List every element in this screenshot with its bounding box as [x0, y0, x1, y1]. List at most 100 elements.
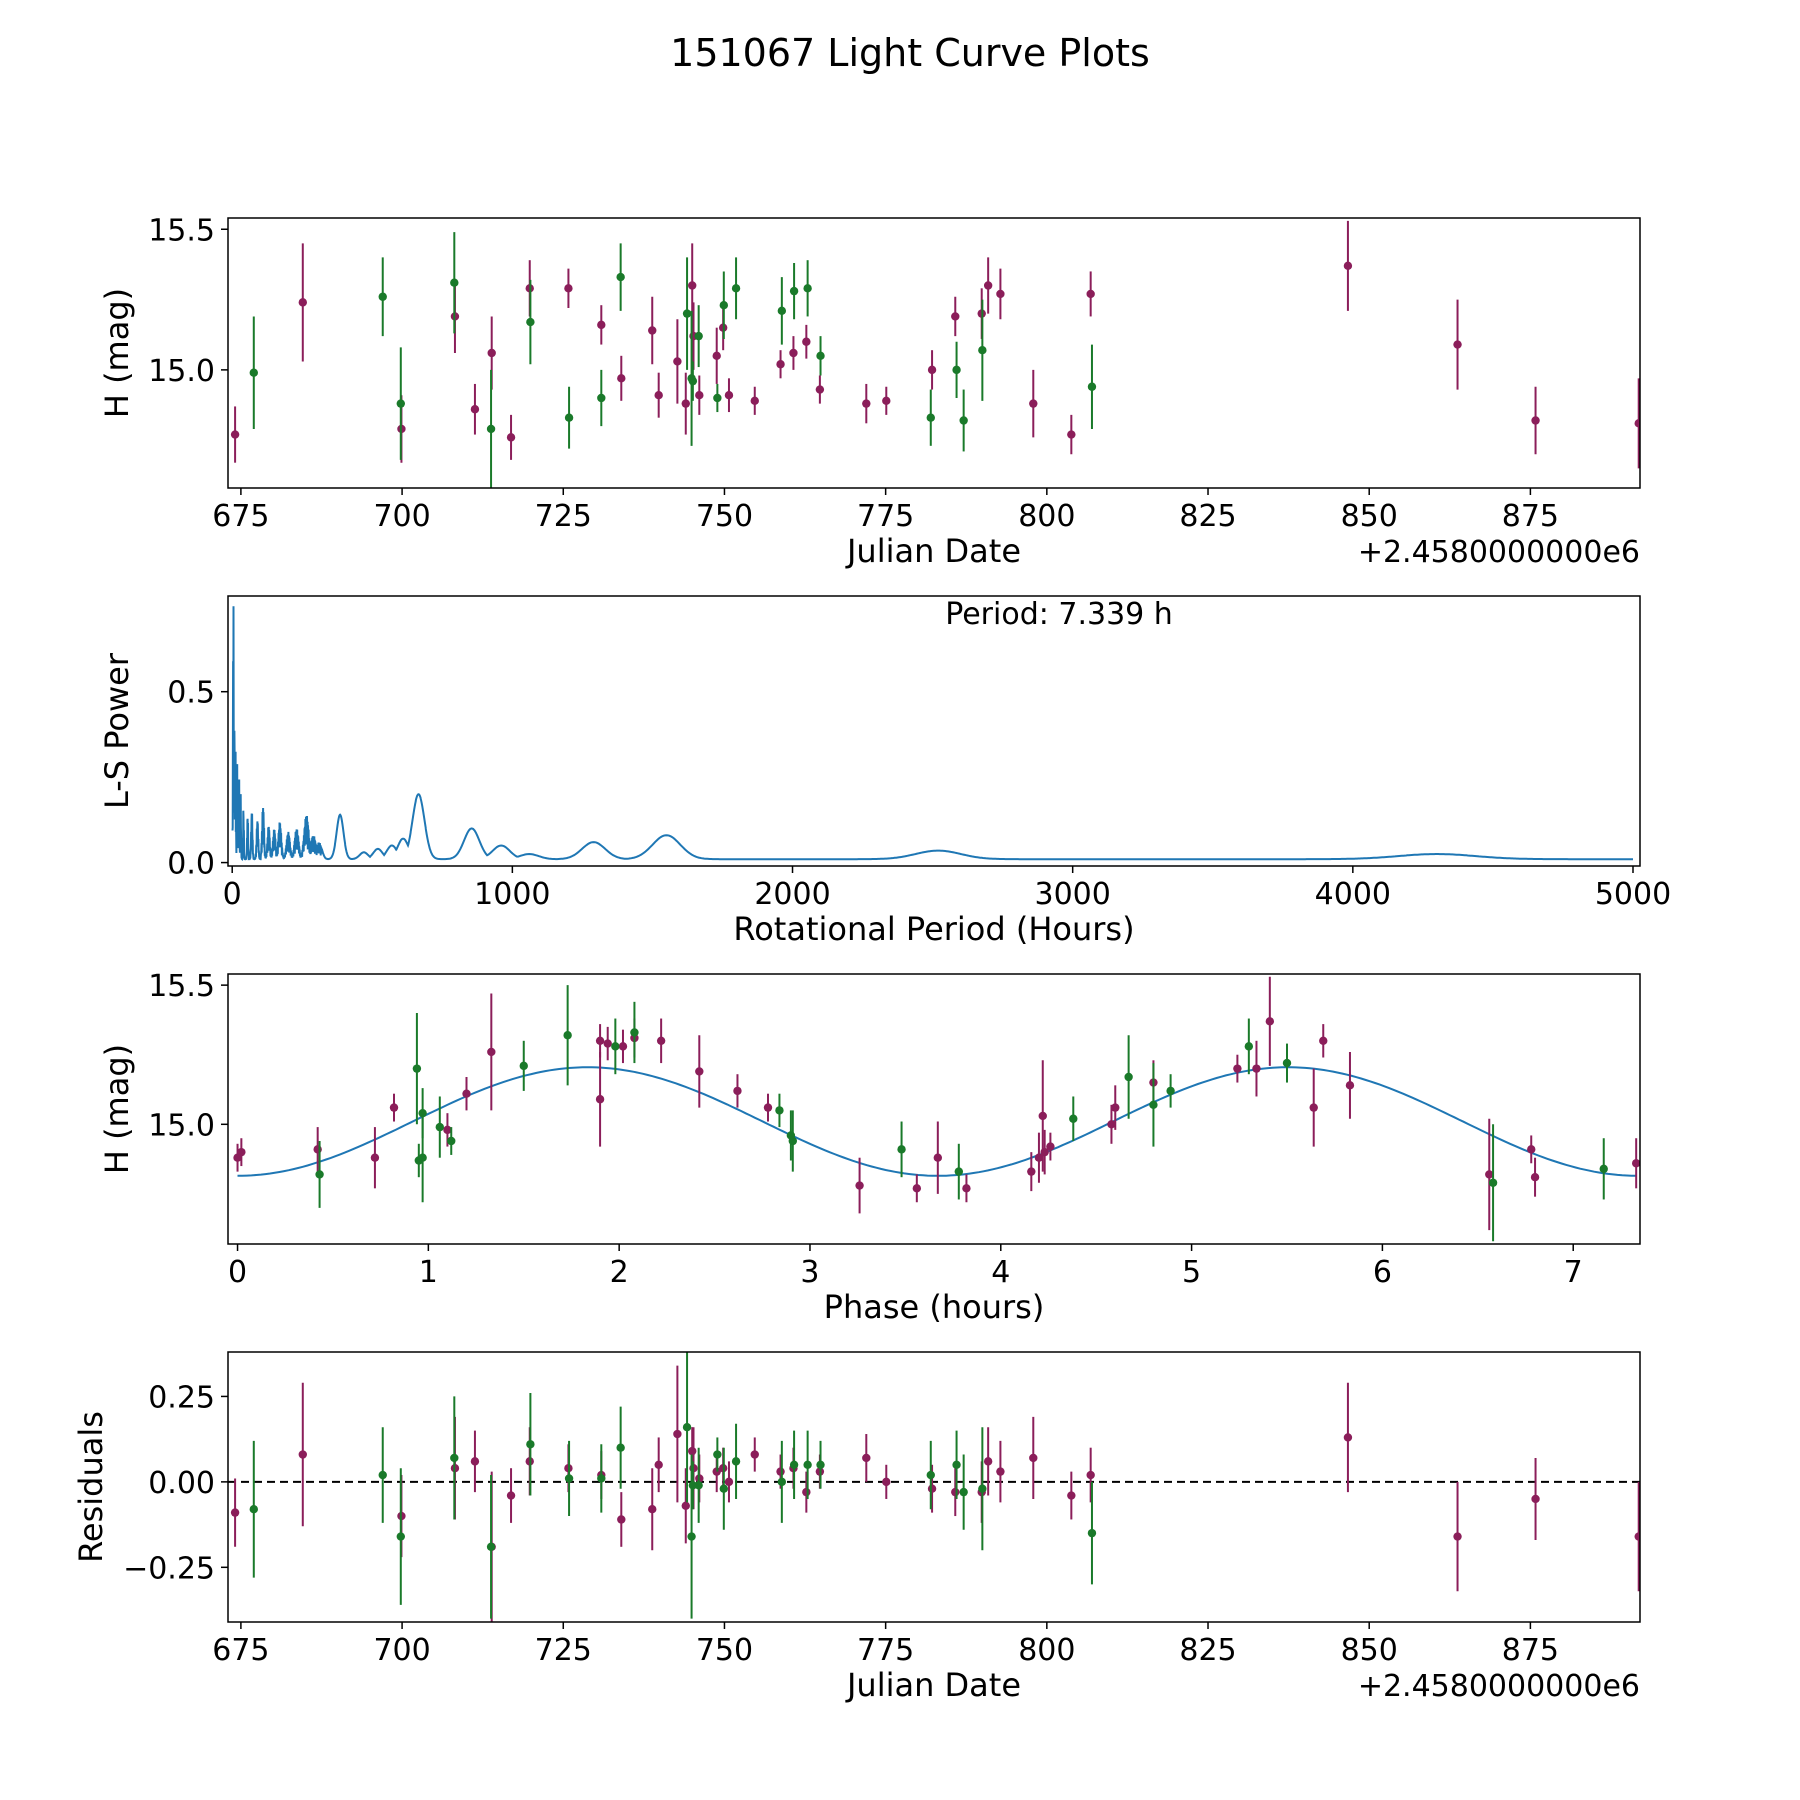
magenta-data-point — [564, 284, 573, 293]
magenta-data-point — [1067, 1491, 1076, 1500]
green-data-point — [597, 1474, 606, 1483]
green-data-point — [486, 424, 496, 434]
green-data-point — [1488, 1178, 1498, 1187]
axes-frame — [227, 595, 1641, 867]
magenta-data-point — [470, 1457, 480, 1466]
magenta-data-point — [1527, 1145, 1536, 1154]
x-tick-label: 675 — [212, 1633, 269, 1668]
x-tick-label: 825 — [1179, 499, 1236, 534]
green-data-point — [315, 1170, 324, 1179]
green-data-point — [418, 1108, 427, 1118]
magenta-data-point — [1265, 1017, 1275, 1026]
green-data-point — [731, 284, 741, 293]
x-tick-label: 3000 — [1034, 877, 1110, 912]
magenta-data-point — [595, 1095, 605, 1104]
green-data-point — [435, 1122, 444, 1132]
magenta-data-point — [1027, 1167, 1036, 1176]
x-tick-label: 5000 — [1595, 877, 1671, 912]
plot-area — [231, 606, 1633, 862]
magenta-data-point — [927, 1484, 937, 1493]
magenta-data-point — [618, 1042, 628, 1051]
green-data-point — [616, 272, 625, 282]
magenta-data-point — [603, 1039, 612, 1048]
magenta-data-point — [298, 298, 307, 307]
magenta-data-point — [882, 396, 891, 406]
x-tick-label: 725 — [535, 499, 592, 534]
x-axis-label: Julian Date — [845, 532, 1021, 570]
y-axis-label: Residuals — [72, 1411, 110, 1563]
periodogram-panel: 0 1000 2000 3000 4000 5000 0.0 0.5 Rotational Pe… — [98, 595, 1671, 948]
green-data-point — [694, 1481, 703, 1490]
magenta-data-point — [656, 1036, 666, 1046]
y-tick-label: 15.5 — [148, 213, 215, 248]
periodogram-line — [231, 606, 1633, 862]
x-axis-label: Phase (hours) — [824, 1288, 1045, 1326]
magenta-data-point — [673, 357, 682, 366]
x-tick-label: 3 — [800, 1255, 819, 1290]
green-data-point — [816, 1460, 825, 1469]
magenta-data-point — [230, 430, 240, 439]
magenta-data-point — [750, 396, 759, 406]
green-data-point — [564, 413, 574, 422]
axes-frame — [227, 1351, 1641, 1623]
magenta-data-point — [237, 1147, 246, 1157]
x-tick-label: 850 — [1341, 1633, 1398, 1668]
magenta-data-point — [648, 1505, 657, 1514]
green-data-point — [731, 1457, 741, 1466]
magenta-data-point — [1029, 1453, 1038, 1463]
green-data-point — [954, 1167, 964, 1176]
x-tick-label: 1 — [419, 1255, 438, 1290]
green-data-point — [412, 1064, 422, 1073]
y-tick-label: 15.0 — [148, 354, 215, 389]
green-data-point — [719, 300, 729, 310]
green-data-point — [959, 416, 968, 425]
magenta-data-point — [298, 1450, 307, 1459]
magenta-data-point — [1086, 1470, 1095, 1480]
magenta-data-point — [617, 374, 626, 383]
axes-frame — [227, 973, 1641, 1245]
x-axis-label: Rotational Period (Hours) — [733, 910, 1134, 948]
magenta-data-point — [1107, 1120, 1116, 1129]
x-tick-label: 5 — [1182, 1255, 1201, 1290]
y-axis-label: H (mag) — [98, 1044, 136, 1174]
x-tick-label: 850 — [1341, 499, 1398, 534]
green-data-point — [616, 1443, 625, 1452]
green-data-point — [926, 1470, 935, 1480]
green-data-point — [816, 351, 825, 361]
magenta-data-point — [862, 399, 871, 408]
green-data-point — [597, 393, 606, 403]
magenta-data-point — [506, 433, 516, 442]
magenta-data-point — [1233, 1064, 1242, 1073]
y-tick-label: 0.5 — [167, 676, 215, 711]
green-data-point — [519, 1061, 528, 1071]
x-tick-label: 4 — [991, 1255, 1010, 1290]
magenta-data-point — [815, 385, 825, 394]
green-data-point — [563, 1031, 572, 1040]
magenta-data-point — [673, 1429, 682, 1439]
green-data-point — [1087, 1528, 1097, 1538]
magenta-data-point — [1111, 1103, 1120, 1112]
magenta-data-point — [1252, 1064, 1261, 1073]
green-data-point — [682, 1422, 692, 1432]
x-tick-label: 2 — [610, 1255, 629, 1290]
x-axis-offset-label: +2.4580000000e6 — [1358, 535, 1640, 570]
x-tick-label: 0 — [223, 877, 242, 912]
x-tick-label: 775 — [857, 499, 914, 534]
magenta-data-point — [927, 365, 937, 375]
green-data-point — [249, 368, 258, 377]
magenta-data-point — [1453, 1532, 1462, 1541]
magenta-data-point — [230, 1508, 240, 1517]
x-tick-label: 800 — [1018, 1633, 1075, 1668]
magenta-data-point — [1485, 1170, 1494, 1179]
magenta-data-point — [595, 1036, 605, 1046]
magenta-data-point — [712, 1467, 721, 1476]
magenta-data-point — [487, 1047, 496, 1057]
green-data-point — [978, 345, 987, 355]
magenta-data-point — [996, 1467, 1005, 1476]
green-data-point — [249, 1505, 258, 1514]
green-data-point — [952, 1460, 961, 1469]
green-data-point — [789, 1460, 799, 1469]
magenta-data-point — [688, 281, 697, 290]
green-data-point — [526, 317, 535, 327]
